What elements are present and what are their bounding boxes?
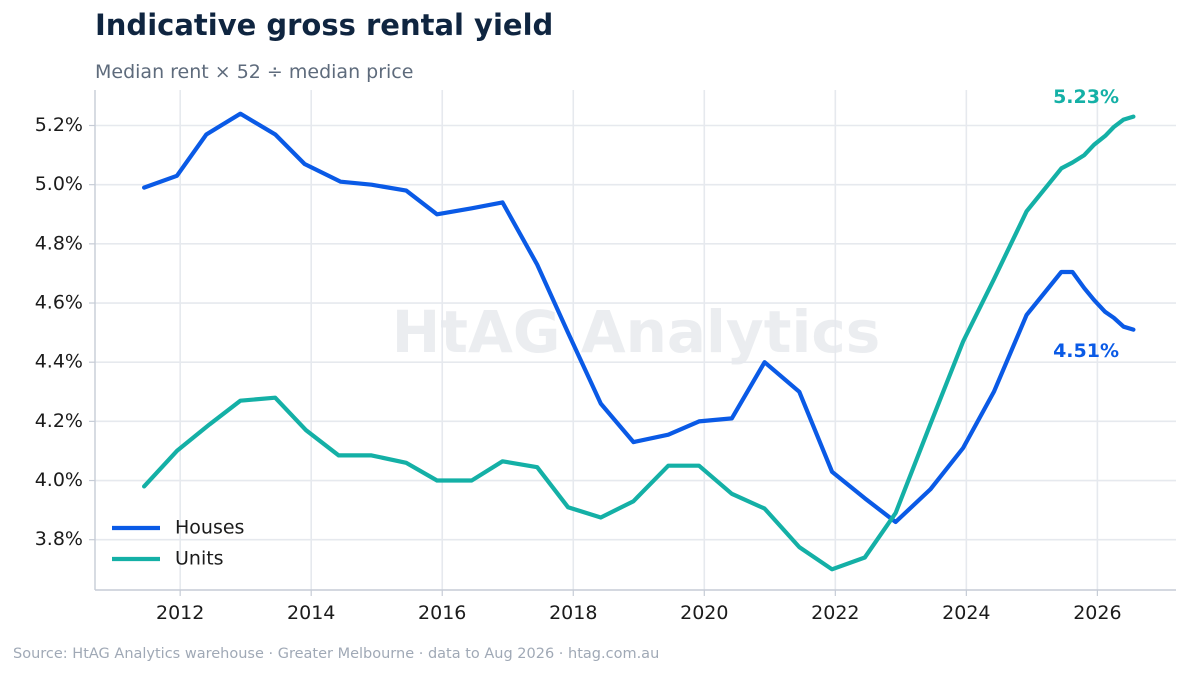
end-label-houses: 4.51% — [1053, 340, 1119, 362]
x-tick-label-5: 2022 — [811, 602, 859, 624]
end-label-units: 5.23% — [1053, 86, 1119, 108]
y-tick-label-2: 4.2% — [35, 410, 83, 432]
x-tick-label-4: 2020 — [680, 602, 728, 624]
y-tick-label-7: 5.2% — [35, 114, 83, 136]
y-tick-label-5: 4.8% — [35, 232, 83, 254]
axes — [94, 90, 1176, 591]
x-axis-ticks: 2012 2014 2016 2018 2020 2022 2024 2026 — [156, 590, 1122, 624]
x-tick-label-0: 2012 — [156, 602, 204, 624]
series-line-houses — [142, 111, 1136, 525]
y-axis-ticks: 3.8% 4.0% 4.2% 4.4% 4.6% 4.8% 5.0% 5.2% — [35, 114, 95, 550]
gridlines — [95, 90, 1176, 590]
y-tick-label-4: 4.6% — [35, 292, 83, 314]
series-line-units — [142, 114, 1136, 572]
source-footer: Source: HtAG Analytics warehouse · Great… — [13, 646, 660, 662]
legend-label-houses: Houses — [175, 517, 244, 539]
y-tick-label-6: 5.0% — [35, 173, 83, 195]
chart-title: Indicative gross rental yield — [95, 8, 554, 42]
x-tick-label-6: 2024 — [942, 602, 990, 624]
series-lines — [142, 111, 1136, 572]
x-tick-label-7: 2026 — [1073, 602, 1121, 624]
y-tick-label-1: 4.0% — [35, 469, 83, 491]
legend: Houses Units — [112, 517, 244, 570]
x-tick-label-2: 2016 — [418, 602, 466, 624]
watermark: HtAG Analytics — [392, 298, 880, 366]
line-chart: HtAG Analytics 3.8% 4.0% 4.2% 4.4% 4.6% 4.8% 5… — [35, 86, 1176, 624]
y-tick-label-0: 3.8% — [35, 528, 83, 550]
end-labels: 4.51% 5.23% — [1053, 86, 1119, 362]
chart-subtitle: Median rent × 52 ÷ median price — [95, 61, 414, 83]
legend-label-units: Units — [175, 548, 224, 570]
x-tick-label-1: 2014 — [287, 602, 335, 624]
x-tick-label-3: 2018 — [549, 602, 597, 624]
y-tick-label-3: 4.4% — [35, 351, 83, 373]
